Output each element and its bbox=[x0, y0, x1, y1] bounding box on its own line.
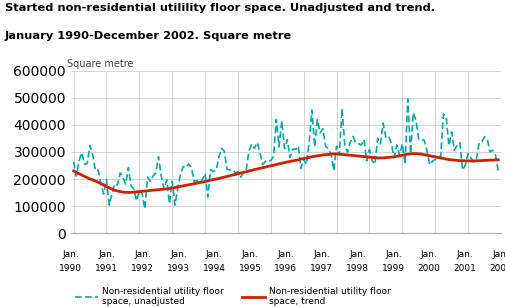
Text: Jan.: Jan. bbox=[62, 250, 79, 259]
Text: Jan.: Jan. bbox=[456, 250, 473, 259]
Text: 1998: 1998 bbox=[345, 264, 368, 273]
Text: 1993: 1993 bbox=[167, 264, 189, 273]
Text: Jan.: Jan. bbox=[241, 250, 258, 259]
Text: 1997: 1997 bbox=[310, 264, 333, 273]
Text: Jan.: Jan. bbox=[348, 250, 365, 259]
Text: Jan.: Jan. bbox=[206, 250, 222, 259]
Text: Jan.: Jan. bbox=[313, 250, 329, 259]
Text: 2001: 2001 bbox=[453, 264, 476, 273]
Text: Jan.: Jan. bbox=[491, 250, 505, 259]
Legend: Non-residential utility floor
space, unadjusted, Non-residential utility floor
s: Non-residential utility floor space, una… bbox=[75, 287, 390, 306]
Text: 1994: 1994 bbox=[203, 264, 225, 273]
Text: Square metre: Square metre bbox=[67, 59, 133, 69]
Text: Jan.: Jan. bbox=[384, 250, 401, 259]
Text: 2002: 2002 bbox=[489, 264, 505, 273]
Text: Jan.: Jan. bbox=[277, 250, 294, 259]
Text: Jan.: Jan. bbox=[98, 250, 115, 259]
Text: 1995: 1995 bbox=[238, 264, 261, 273]
Text: 1996: 1996 bbox=[274, 264, 297, 273]
Text: Jan.: Jan. bbox=[170, 250, 186, 259]
Text: Started non-residential utilility floor space. Unadjusted and trend.: Started non-residential utilility floor … bbox=[5, 3, 434, 13]
Text: 1992: 1992 bbox=[131, 264, 154, 273]
Text: 1990: 1990 bbox=[59, 264, 82, 273]
Text: Jan.: Jan. bbox=[134, 250, 150, 259]
Text: 1991: 1991 bbox=[95, 264, 118, 273]
Text: 2000: 2000 bbox=[417, 264, 440, 273]
Text: January 1990-December 2002. Square metre: January 1990-December 2002. Square metre bbox=[5, 31, 292, 41]
Text: 1999: 1999 bbox=[381, 264, 404, 273]
Text: Jan.: Jan. bbox=[420, 250, 437, 259]
